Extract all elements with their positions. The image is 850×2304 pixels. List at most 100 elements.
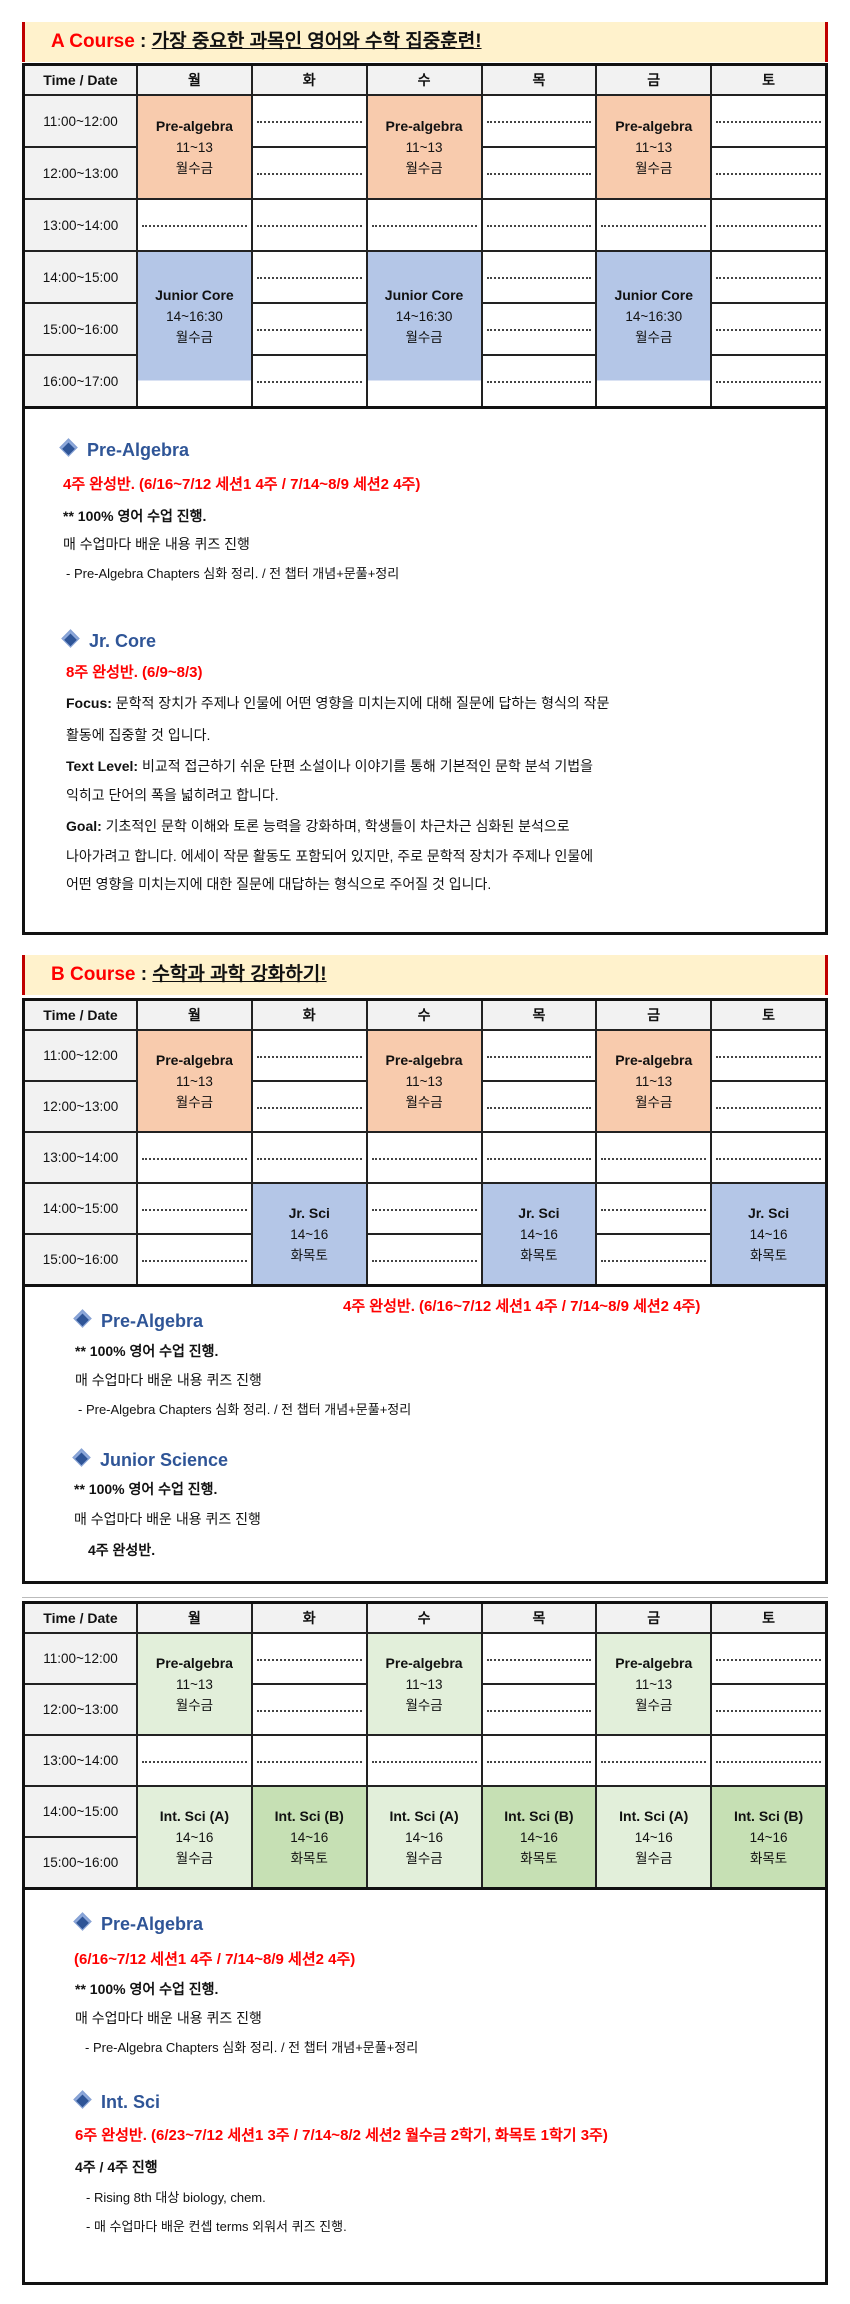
class-days: 화목토 [749,1850,788,1866]
empty-slot [712,1082,825,1131]
empty-slot [252,96,366,146]
class-time: 14~16 [749,1226,788,1242]
empty-slot [482,1082,596,1131]
chapters-note: - Pre-Algebra Chapters 심화 정리. / 전 챕터 개념+… [85,2040,419,2055]
class-time: 11~13 [175,139,213,155]
class-title: Junior Core [384,287,464,303]
class-days: 월수금 [175,1697,214,1713]
time-slot: 11:00~12:00 [25,1634,136,1683]
empty-slot [138,1133,251,1182]
empty-slot [482,96,596,146]
empty-slot [138,1736,251,1785]
diamond-icon [61,629,80,648]
empty-slot [367,1184,481,1233]
target-note: - Rising 8th 대상 biology, chem. [86,2190,266,2205]
class-time: 14~16 [175,1829,214,1845]
day-header-4: 목 [482,66,596,94]
class-title: Pre-algebra [155,117,233,134]
class-time: 14~16 [405,1829,444,1845]
time-slot: 12:00~13:00 [25,1082,136,1131]
class-time: 11~13 [635,139,673,155]
weeks-note: 4주 완성반. [88,1542,156,1558]
empty-slot [252,148,366,198]
time-date-header: Time / Date [25,1001,136,1029]
class-block: Pre-algebra 11~13 월수금 [597,1031,711,1131]
class-block: Int. Sci (A) 14~16 월수금 [138,1787,251,1887]
course-b-title-bar: B Course : 수학과 과학 강화하기! [22,955,828,995]
diamond-icon [73,1912,92,1931]
pre-algebra-heading: Pre-Algebra [72,1912,203,1935]
time-slot: 13:00~14:00 [25,200,136,250]
class-block: Int. Sci (A) 14~16 월수금 [597,1787,711,1887]
course-b-notes [22,1282,828,1584]
class-title: Int. Sci (B) [733,1807,804,1824]
time-date-header: Time / Date [25,66,136,94]
day-header-5: 금 [597,1001,711,1029]
pre-algebra-schedule: 4주 완성반. (6/16~7/12 세션1 4주 / 7/14~8/9 세션2… [343,1298,701,1315]
class-title: Jr. Sci [747,1204,790,1221]
day-header-5: 금 [597,1604,711,1632]
class-block: Pre-algebra 11~13 월수금 [367,96,481,198]
class-time: 11~13 [175,1073,213,1089]
empty-slot [252,252,366,302]
course-a-title-bar: A Course : 가장 중요한 과목인 영어와 수학 집중훈련! [22,22,828,62]
class-title: Pre-algebra [615,1654,693,1671]
time-slot: 16:00~17:00 [25,356,136,406]
int-sci-heading: Int. Sci [72,2090,160,2113]
empty-slot [482,1133,596,1182]
time-slot: 13:00~14:00 [25,1133,136,1182]
quiz-note: 매 수업마다 배운 내용 퀴즈 진행 [75,2010,262,2026]
class-block: Int. Sci (A) 14~16 월수금 [367,1787,481,1887]
day-header-3: 수 [367,1604,481,1632]
day-header-4: 목 [482,1604,596,1632]
empty-slot [597,1736,711,1785]
empty-slot [482,252,596,302]
diamond-icon [59,438,78,457]
empty-slot [712,252,825,302]
junior-science-heading: Junior Science [71,1448,228,1471]
class-block: Pre-algebra 11~13 월수금 [367,1031,481,1131]
class-days: 월수금 [635,330,673,345]
class-time: 11~13 [635,1073,673,1089]
course-c-timetable: Time / Date 월 화 수 목 금 토 11:00~12:00 12:00~13:00 1… [22,1601,828,1890]
empty-slot [252,1082,366,1131]
empty-slot [712,1736,825,1785]
class-time: 14~16 [519,1829,558,1845]
class-title: Pre-algebra [385,1051,463,1068]
time-slot: 14:00~15:00 [25,1184,136,1233]
class-title: Jr. Sci [518,1204,560,1221]
english-note: ** 100% 영어 수업 진행. [75,1343,219,1359]
empty-slot [712,1031,825,1080]
empty-slot [482,200,596,250]
course-c-notes [22,1885,828,2285]
time-slot: 15:00~16:00 [25,304,136,354]
empty-slot [712,1133,825,1182]
class-time: 14~16 [519,1226,558,1242]
course-label: A Course [51,31,135,52]
class-title: Int. Sci (A) [389,1807,459,1824]
course-a-notes [22,405,828,935]
empty-slot [597,1235,711,1284]
time-date-header: Time / Date [25,1604,136,1632]
class-days: 화목토 [520,1850,558,1866]
class-time: 14~16:30 [625,309,683,324]
class-title: Int. Sci (B) [274,1807,344,1824]
class-time: 11~13 [175,1676,213,1692]
diamond-icon [73,1309,92,1328]
empty-slot [712,304,825,354]
empty-slot [252,1685,366,1734]
class-title: Junior Core [614,287,694,303]
day-header-2: 화 [252,1604,366,1632]
class-block: Int. Sci (B) 14~16 화목토 [712,1787,825,1887]
class-time: 14~16 [749,1829,788,1845]
empty-slot [138,200,251,250]
day-header-3: 수 [367,1001,481,1029]
time-slot: 11:00~12:00 [25,1031,136,1080]
day-header-6: 토 [712,1604,825,1632]
course-title: 수학과 과학 강화하기! [152,964,327,985]
time-slot: 15:00~16:00 [25,1235,136,1284]
empty-slot [482,304,596,354]
empty-slot [252,200,366,250]
day-header-4: 목 [482,1001,596,1029]
class-title: Junior Core [155,287,234,303]
